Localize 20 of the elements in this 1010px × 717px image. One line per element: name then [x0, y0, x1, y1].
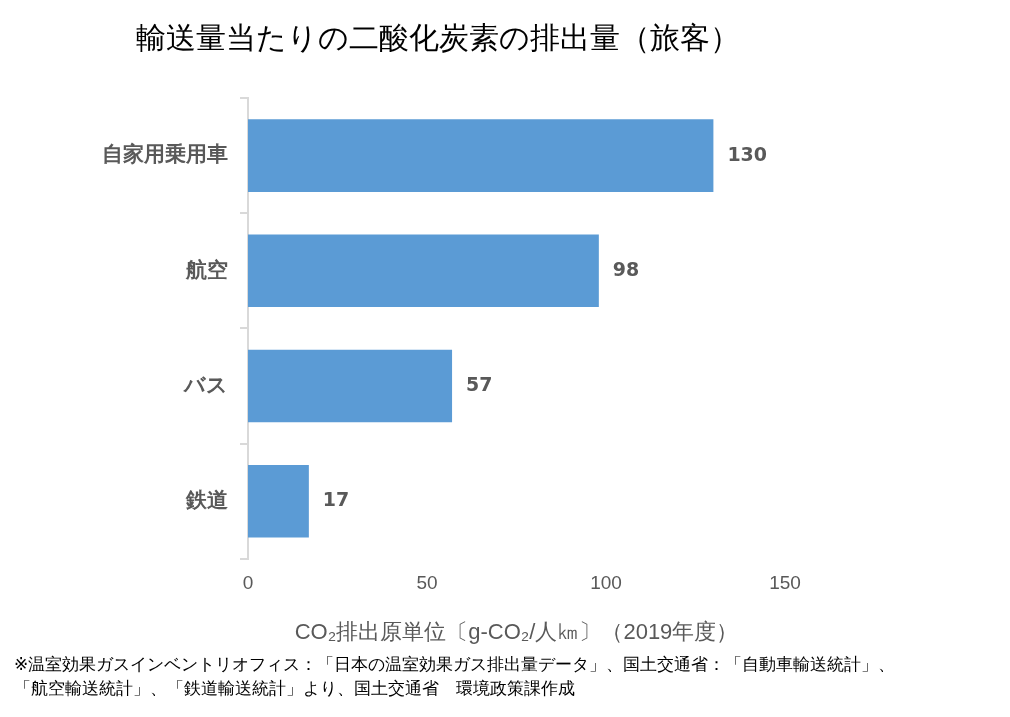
data-label: 17 — [322, 488, 350, 511]
chart-title: 輸送量当たりの二酸化炭素の排出量（旅客） — [135, 21, 740, 55]
text: ※温室効果ガスインベントリオフィス：「日本の温室効果ガス排出量データ」、国土交通省：「自動車輸送統計」、 — [14, 653, 896, 676]
x-tick-label: 50 — [416, 572, 438, 594]
x-axis-title: CO₂排出原単位〔g-CO₂/人㎞〕（2019年度） — [294, 618, 739, 644]
bar — [248, 349, 453, 423]
bar — [248, 464, 309, 538]
y-tick-label: 自家用乗用車 — [102, 142, 228, 166]
data-label: 98 — [612, 257, 640, 280]
text: 「航空輸送統計」、「鉄道輸送統計」より、国土交通省 環境政策課作成 — [14, 677, 576, 700]
y-tick-label: 航空 — [185, 257, 228, 281]
x-tick-label: 0 — [242, 572, 254, 594]
bar — [248, 119, 714, 192]
data-label: 130 — [727, 142, 768, 165]
bar — [248, 234, 599, 308]
y-tick-label: バス — [183, 372, 228, 396]
y-tick-label: 鉄道 — [185, 488, 228, 511]
data-label: 57 — [466, 372, 493, 395]
x-tick-label: 150 — [769, 572, 801, 594]
x-tick-label: 100 — [590, 572, 622, 594]
